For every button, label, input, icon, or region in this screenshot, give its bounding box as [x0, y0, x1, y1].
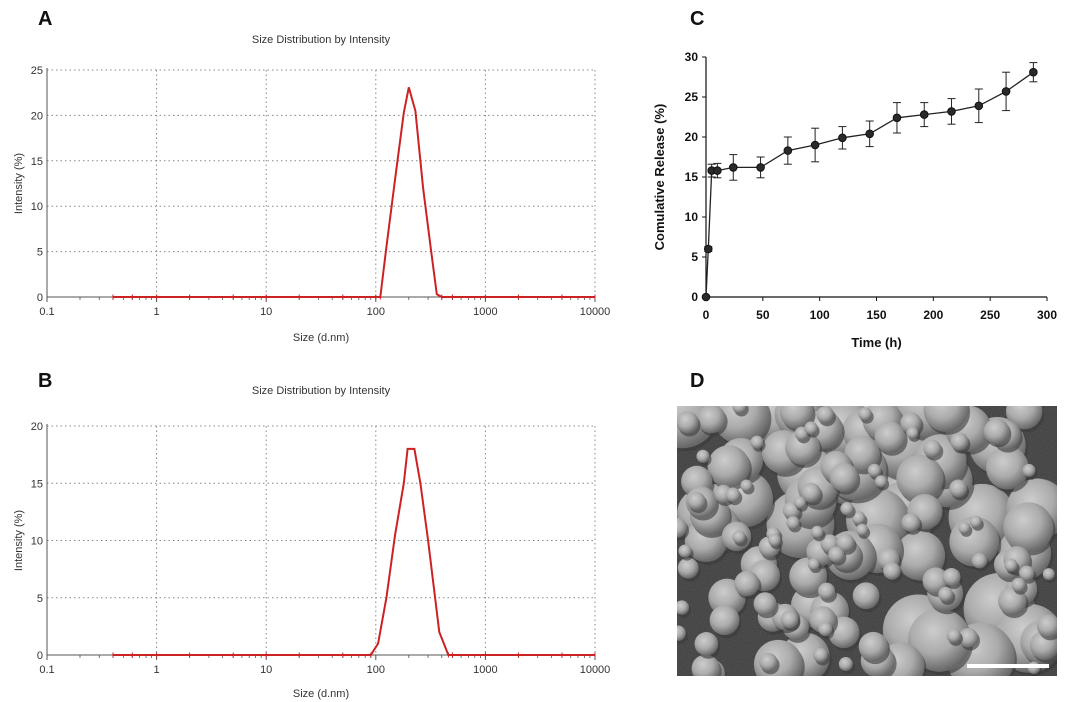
- data-point: [783, 146, 793, 155]
- y-tick-label: 5: [37, 247, 43, 259]
- x-tick-label: 50: [756, 308, 770, 322]
- y-tick-label: 20: [31, 421, 43, 433]
- x-tick-label: 100: [810, 308, 830, 322]
- chart-title-A: Size Distribution by Intensity: [252, 34, 391, 46]
- x-tick-label: 250: [980, 308, 1000, 322]
- data-point: [703, 244, 713, 254]
- panel-label-b: B: [38, 370, 53, 392]
- x-tick-label: 0.1: [39, 664, 54, 676]
- data-point: [756, 163, 765, 172]
- data-point: [1029, 67, 1038, 77]
- data-point: [701, 292, 711, 302]
- y-tick-label: 0: [691, 290, 698, 304]
- y-axis-label-A: Intensity (%): [13, 153, 25, 214]
- y-tick-label: 10: [685, 210, 699, 224]
- y-tick-label: 15: [685, 170, 699, 184]
- sem-image: [677, 406, 1057, 676]
- y-tick-label: 15: [31, 156, 43, 168]
- data-point: [919, 110, 929, 119]
- x-tick-label: 1: [154, 306, 160, 318]
- x-tick-label: 1000: [473, 664, 497, 676]
- data-point: [838, 133, 847, 143]
- x-tick-label: 100: [367, 664, 385, 676]
- data-point: [947, 107, 956, 116]
- x-tick-label: 10: [260, 664, 272, 676]
- data-point: [713, 166, 722, 175]
- y-axis-label-C: Comulative Release (%): [652, 104, 667, 251]
- data-point: [810, 140, 820, 150]
- series-line-C: [705, 71, 1034, 298]
- x-tick-label: 0: [703, 308, 710, 322]
- x-tick-label: 150: [866, 308, 886, 322]
- y-tick-label: 20: [685, 130, 699, 144]
- y-tick-label: 0: [37, 650, 43, 662]
- series-line-B: [113, 447, 595, 656]
- y-tick-label: 0: [37, 292, 43, 304]
- release-chart-C: 0 50 100 150 200 250 300 0 5 10 15 20 25 30 Time (h) Co…: [652, 50, 1057, 350]
- x-tick-label: 10000: [580, 664, 611, 676]
- y-tick-label: 25: [685, 90, 699, 104]
- scale-bar: [967, 664, 1049, 668]
- series-line-A: [113, 87, 595, 298]
- panel-label-c: C: [690, 8, 705, 30]
- data-point: [865, 129, 874, 139]
- y-axis-label-B: Intensity (%): [13, 510, 25, 571]
- y-tick-label: 25: [31, 65, 43, 77]
- panel-label-a: A: [38, 8, 53, 30]
- y-tick-label: 20: [31, 110, 43, 122]
- y-tick-label: 10: [31, 536, 43, 548]
- x-axis-label-A: Size (d.nm): [293, 332, 349, 344]
- x-tick-label: 200: [923, 308, 943, 322]
- panel-label-d: D: [690, 370, 705, 392]
- x-tick-label: 1: [154, 664, 160, 676]
- sem-micrograph: [677, 406, 1057, 676]
- x-tick-label: 0.1: [39, 306, 54, 318]
- data-point: [728, 163, 738, 172]
- x-tick-label: 100: [367, 306, 385, 318]
- y-tick-label: 10: [31, 201, 43, 213]
- data-point: [1001, 87, 1011, 96]
- y-tick-label: 5: [37, 593, 43, 605]
- x-tick-label: 10000: [580, 306, 611, 318]
- x-axis-label-C: Time (h): [851, 335, 901, 350]
- y-tick-label: 15: [31, 478, 43, 490]
- x-tick-label: 300: [1037, 308, 1057, 322]
- y-tick-label: 5: [691, 250, 698, 264]
- y-tick-label: 30: [685, 50, 699, 64]
- x-tick-label: 10: [260, 306, 272, 318]
- chart-title-B: Size Distribution by Intensity: [252, 385, 391, 397]
- x-axis-label-B: Size (d.nm): [293, 688, 349, 700]
- x-tick-label: 1000: [473, 306, 497, 318]
- data-point: [974, 101, 984, 111]
- data-point: [892, 113, 902, 123]
